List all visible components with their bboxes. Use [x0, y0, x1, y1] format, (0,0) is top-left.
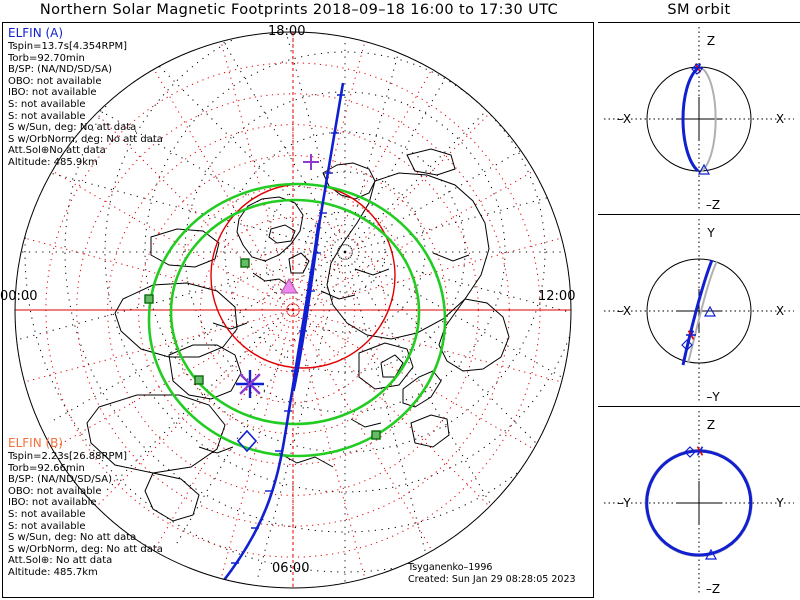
probe-b-line: S: not available — [8, 508, 86, 520]
footer-block: Tsyganenko–1996 Created: Sun Jan 29 08:2… — [408, 562, 576, 586]
field-model-label: Tsyganenko–1996 — [408, 562, 493, 573]
orbit-start-star — [686, 330, 696, 340]
orbit-path-blue — [681, 66, 700, 173]
probe-b-line: Altitude: 485.7km — [8, 566, 98, 578]
vlf-stations — [144, 258, 381, 440]
sm-axis-label-left: –Y — [617, 496, 631, 510]
probe-a-line: IBO: not available — [8, 87, 97, 99]
probe-b-line: Att.Sol⊕: No att data — [8, 555, 113, 567]
probe-a-line: S w/OrbNorm, deg: No att data — [8, 133, 163, 145]
clock-label-right: 12:00 — [538, 289, 576, 304]
sm-orbit-yz-svg: –Y Y Z –Z — [604, 411, 794, 596]
orbit-center-triangle — [704, 548, 718, 560]
sm-axis-label-right: X — [776, 112, 784, 126]
probe-b-line: OBO: not available — [8, 485, 102, 497]
probe-b-line: S w/OrbNorm, deg: No att data — [8, 543, 163, 555]
orbit-start-diamond — [684, 446, 696, 458]
probe-a-line: Torb=92.70min — [8, 52, 85, 64]
clock-label-bottom: 06:00 — [272, 561, 310, 576]
polar-map-panel — [2, 22, 594, 598]
map-contents — [15, 32, 571, 588]
probe-b-lines: Tspin=2.23s[26.88RPM] Torb=92.66min B/SP: … — [8, 451, 163, 579]
probe-b-line: Tspin=2.23s[26.88RPM] — [8, 451, 128, 462]
sm-axis-label-left: –X — [617, 112, 631, 126]
end-time-marker — [209, 584, 221, 588]
sm-axis-label-bottom: –Z — [706, 582, 720, 596]
sm-orbit-panel-yz: –Y Y Z –Z — [598, 406, 800, 598]
orbit-path-grey — [701, 68, 717, 172]
probe-a-name: ELFIN (A) — [8, 26, 64, 40]
polar-map-svg — [14, 31, 572, 589]
sm-axis-label-bottom: –Y — [706, 390, 720, 404]
orbit-start-diamond — [681, 339, 693, 351]
probe-b-line: B/SP: (NA/ND/SD/SA) — [8, 474, 112, 486]
sm-axis-label-top: Z — [707, 34, 715, 48]
sm-axis-label-top: Z — [707, 418, 715, 432]
probe-a-line: Altitude: 485.9km — [8, 156, 98, 168]
view-center-cross — [303, 154, 319, 170]
probe-a-line: OBO: not available — [8, 75, 102, 87]
probe-b-line: S: not available — [8, 520, 86, 532]
vlf-green-square — [194, 375, 204, 385]
probe-a-line: S w/Sun, deg: No att data — [8, 122, 137, 134]
probe-a-line: S: not available — [8, 98, 86, 110]
sm-orbit-panel-xy: –X X Y –Y — [598, 214, 800, 406]
page-title: Northern Solar Magnetic Footprints 2018–… — [39, 2, 559, 18]
probe-b-line: S w/Sun, deg: No att data — [8, 532, 137, 544]
orbit-center-triangle — [703, 305, 717, 317]
sm-axis-label-right: Y — [775, 496, 784, 510]
orbit-start-diamond — [691, 63, 703, 75]
sm-orbit-title: SM orbit — [667, 2, 731, 18]
probe-b-info-block: ELFIN (B) Tspin=2.23s[26.88RPM] Torb=92.6… — [8, 436, 163, 579]
eiscat-purple-triangle — [280, 277, 298, 294]
clock-label-left: 00:00 — [0, 289, 38, 304]
vlf-green-square — [240, 258, 250, 268]
created-timestamp: Created: Sun Jan 29 08:28:05 2023 — [408, 574, 576, 585]
map-outer-circle — [14, 31, 572, 589]
probe-b-line: Torb=92.66min — [8, 462, 85, 474]
orbit-path-blue — [645, 449, 753, 557]
vlf-green-square — [371, 430, 381, 440]
orbit-path-blue — [681, 259, 714, 366]
auroral-oval — [147, 182, 447, 458]
orbit-tick-marks — [231, 94, 345, 564]
probe-a-lines: Tspin=13.7s[4.354RPM] Torb=92.70min B/SP: … — [8, 41, 163, 169]
coastlines — [86, 148, 510, 522]
probe-b-name: ELFIN (B) — [8, 436, 64, 450]
sm-axis-label-bottom: –Z — [706, 198, 720, 212]
sm-orbit-panel-xz: –X X Z –Z — [598, 22, 800, 214]
orbit-footprint-track — [215, 82, 345, 588]
orbit-science-segment — [291, 222, 321, 392]
sm-grid — [15, 32, 571, 588]
orbit-path-grey — [687, 260, 718, 364]
start-time-diamond — [236, 429, 258, 453]
earth-circle — [646, 258, 752, 364]
probe-a-line: Att.Sol⊕No att data — [8, 145, 106, 157]
clock-label-top: 18:00 — [268, 24, 306, 39]
probe-a-line: S: not available — [8, 110, 86, 122]
orbit-start-star — [695, 446, 705, 456]
center-time-asterisk — [236, 370, 264, 398]
sm-orbit-xz-svg: –X X Z –Z — [604, 27, 794, 212]
sm-axis-label-top: Y — [706, 226, 715, 240]
sm-orbit-xy-svg: –X X Y –Y — [604, 219, 794, 404]
vlf-green-square — [144, 294, 154, 304]
probe-a-line: Tspin=13.7s[4.354RPM] — [8, 41, 128, 52]
sm-axis-label-left: –X — [617, 304, 631, 318]
orbit-center-triangle — [697, 163, 711, 175]
probe-a-info-block: ELFIN (A) Tspin=13.7s[4.354RPM] Torb=92.7… — [8, 26, 163, 169]
probe-a-line: B/SP: (NA/ND/SD/SA) — [8, 64, 112, 76]
probe-b-line: IBO: not available — [8, 497, 97, 509]
sm-axis-label-right: X — [776, 304, 784, 318]
